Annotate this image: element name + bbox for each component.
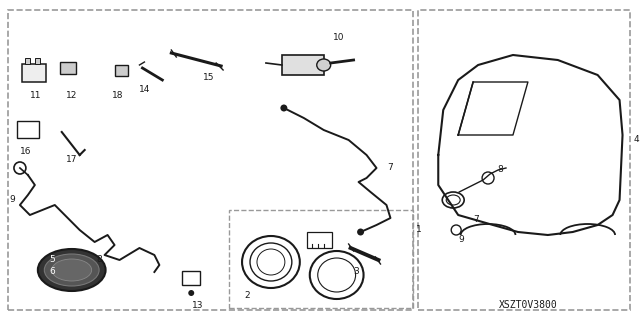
Circle shape: [188, 290, 194, 296]
Ellipse shape: [38, 249, 106, 291]
Ellipse shape: [44, 254, 99, 286]
Bar: [182, 271, 200, 285]
Ellipse shape: [317, 59, 331, 71]
Text: 14: 14: [139, 85, 150, 94]
Bar: [35, 58, 40, 64]
Bar: [22, 64, 46, 82]
Text: 3: 3: [354, 268, 360, 277]
Circle shape: [357, 228, 364, 235]
Text: 4: 4: [634, 136, 639, 145]
Text: 9: 9: [458, 235, 464, 244]
Text: 8: 8: [97, 256, 102, 264]
Circle shape: [280, 105, 287, 112]
Text: 1: 1: [417, 226, 422, 234]
Bar: [115, 65, 129, 76]
Bar: [307, 232, 332, 248]
Text: 2: 2: [244, 291, 250, 300]
Bar: [25, 58, 30, 64]
Text: 7: 7: [388, 164, 394, 173]
Text: 10: 10: [333, 33, 344, 42]
Text: 18: 18: [112, 91, 124, 100]
Bar: [229, 210, 413, 308]
Text: 17: 17: [66, 155, 77, 165]
Text: 12: 12: [66, 91, 77, 100]
Ellipse shape: [52, 259, 92, 281]
Text: 15: 15: [204, 73, 215, 83]
Bar: [60, 62, 76, 74]
Text: XSZT0V3800: XSZT0V3800: [499, 300, 557, 310]
Bar: [8, 10, 413, 310]
Text: 11: 11: [30, 91, 42, 100]
Text: 16: 16: [20, 147, 31, 157]
Bar: [17, 121, 39, 138]
Bar: [282, 55, 324, 75]
Bar: [419, 10, 630, 310]
Text: 9: 9: [9, 196, 15, 204]
Text: 7: 7: [473, 216, 479, 225]
Text: 13: 13: [191, 300, 203, 309]
Text: 8: 8: [497, 166, 503, 174]
Text: 6: 6: [49, 268, 54, 277]
Text: 5: 5: [49, 256, 54, 264]
